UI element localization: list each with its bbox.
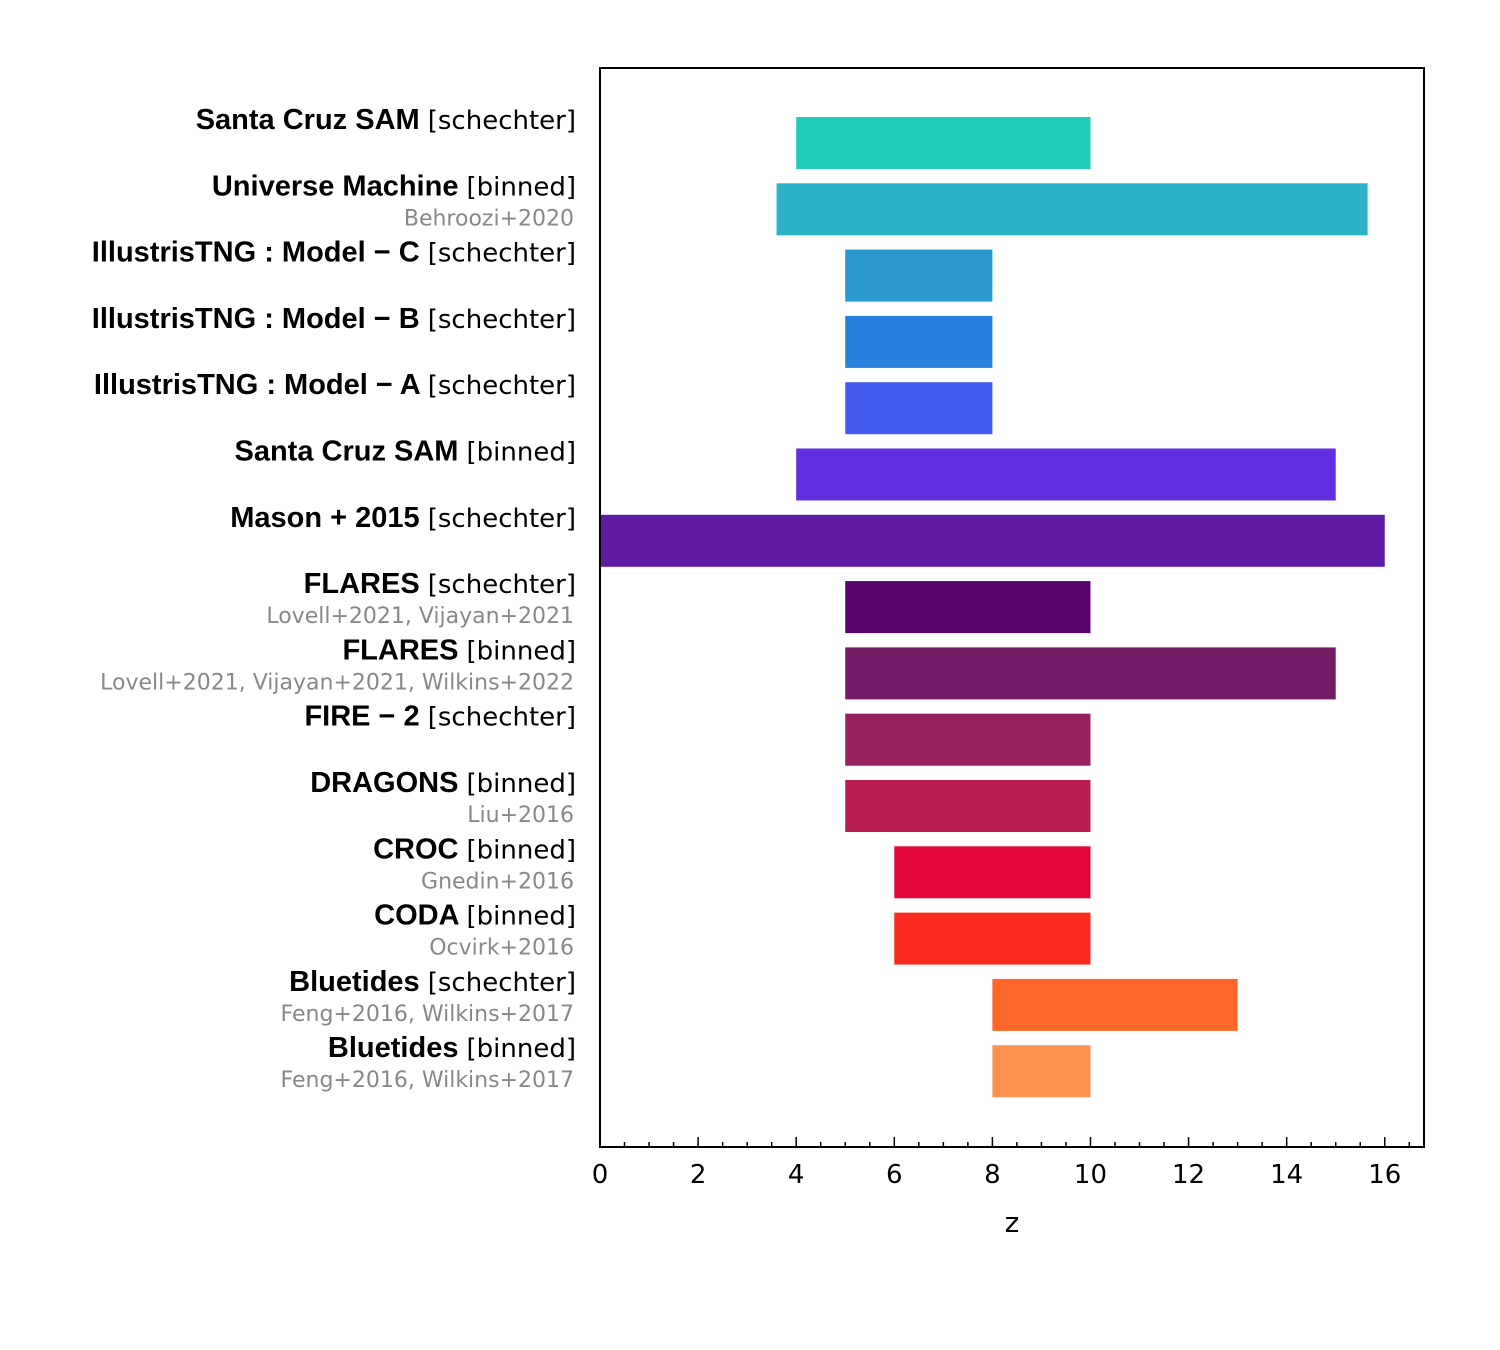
row-label-6: Mason + 2015 [schechter]	[230, 502, 576, 534]
plot-frame	[599, 67, 1425, 1148]
bar-13	[992, 978, 1238, 1031]
x-axis-ticks: 0 2 4 6 8 10 12 14 16	[592, 1137, 1411, 1190]
row-labels-group: Santa Cruz SAM [schechter] Universe Machi…	[92, 104, 576, 1093]
x-tick-label-7: 14	[1270, 1160, 1303, 1190]
row-kind-11: [binned]	[467, 835, 576, 865]
row-label-0: Santa Cruz SAM [schechter]	[196, 104, 576, 136]
row-label-9: FIRE − 2 [schechter]	[304, 701, 576, 733]
row-reference-12: Ocvirk+2016	[429, 936, 574, 961]
row-label-8: FLARES [binned]	[342, 634, 576, 666]
bar-12	[894, 912, 1091, 965]
bar-8	[845, 647, 1336, 700]
x-tick-label-2: 4	[788, 1160, 805, 1190]
row-name-3: IllustrisTNG : Model − B	[92, 303, 428, 335]
bar-4	[845, 382, 993, 435]
row-name-6: Mason + 2015	[230, 502, 427, 534]
bar-6	[600, 514, 1385, 567]
bar-10	[845, 780, 1091, 832]
row-label-1: Universe Machine [binned]	[212, 170, 576, 202]
row-kind-4: [schechter]	[428, 371, 576, 401]
bar-2	[845, 249, 993, 302]
row-reference-1: Behroozi+2020	[404, 206, 574, 231]
x-tick-label-4: 8	[984, 1160, 1001, 1190]
row-name-2: IllustrisTNG : Model − C	[92, 237, 428, 269]
row-kind-14: [binned]	[467, 1034, 576, 1064]
row-reference-11: Gnedin+2016	[421, 869, 574, 894]
row-kind-13: [schechter]	[428, 968, 576, 998]
row-name-8: FLARES	[342, 634, 466, 666]
row-kind-3: [schechter]	[428, 305, 576, 335]
row-reference-7: Lovell+2021, Vijayan+2021	[266, 604, 574, 629]
row-label-11: CROC [binned]	[373, 833, 576, 865]
bar-5	[796, 448, 1336, 501]
bar-0	[796, 117, 1091, 169]
row-kind-2: [schechter]	[428, 239, 576, 269]
bar-3	[845, 315, 993, 368]
x-tick-label-8: 16	[1368, 1160, 1401, 1190]
row-name-14: Bluetides	[328, 1032, 467, 1064]
x-tick-label-1: 2	[690, 1160, 707, 1190]
bar-14	[992, 1045, 1091, 1098]
row-label-13: Bluetides [schechter]	[289, 966, 576, 998]
row-name-5: Santa Cruz SAM	[234, 436, 466, 468]
row-label-5: Santa Cruz SAM [binned]	[234, 436, 576, 468]
row-name-4: IllustrisTNG : Model − A	[94, 369, 428, 401]
x-tick-label-5: 10	[1074, 1160, 1107, 1190]
row-name-10: DRAGONS	[310, 767, 466, 799]
row-kind-6: [schechter]	[428, 504, 576, 534]
row-label-4: IllustrisTNG : Model − A [schechter]	[94, 369, 576, 401]
row-reference-8: Lovell+2021, Vijayan+2021, Wilkins+2022	[100, 670, 574, 695]
row-label-14: Bluetides [binned]	[328, 1032, 576, 1064]
row-kind-7: [schechter]	[428, 570, 576, 600]
row-kind-12: [binned]	[467, 902, 576, 932]
row-reference-13: Feng+2016, Wilkins+2017	[281, 1002, 574, 1027]
row-reference-10: Liu+2016	[467, 803, 574, 828]
x-tick-label-3: 6	[886, 1160, 903, 1190]
bar-7	[845, 581, 1091, 634]
bar-1	[776, 183, 1368, 236]
bar-11	[894, 846, 1091, 899]
row-name-7: FLARES	[304, 568, 428, 600]
row-label-10: DRAGONS [binned]	[310, 767, 576, 799]
row-label-7: FLARES [schechter]	[304, 568, 576, 600]
row-label-12: CODA [binned]	[374, 900, 576, 932]
x-tick-label-0: 0	[592, 1160, 609, 1190]
row-kind-5: [binned]	[467, 438, 576, 468]
x-tick-label-6: 12	[1172, 1160, 1205, 1190]
row-name-11: CROC	[373, 833, 466, 865]
row-label-3: IllustrisTNG : Model − B [schechter]	[92, 303, 576, 335]
row-name-0: Santa Cruz SAM	[196, 104, 428, 136]
row-kind-1: [binned]	[467, 172, 576, 202]
row-label-2: IllustrisTNG : Model − C [schechter]	[92, 237, 576, 269]
row-kind-9: [schechter]	[428, 703, 576, 733]
row-kind-0: [schechter]	[428, 106, 576, 136]
row-reference-14: Feng+2016, Wilkins+2017	[281, 1068, 574, 1093]
bar-9	[845, 713, 1091, 766]
row-kind-8: [binned]	[467, 636, 576, 666]
bars-group	[600, 117, 1385, 1098]
row-name-9: FIRE − 2	[304, 701, 427, 733]
row-name-13: Bluetides	[289, 966, 428, 998]
row-name-12: CODA	[374, 900, 466, 932]
x-axis-title: z	[1005, 1206, 1020, 1239]
row-kind-10: [binned]	[467, 769, 576, 799]
row-name-1: Universe Machine	[212, 170, 467, 202]
